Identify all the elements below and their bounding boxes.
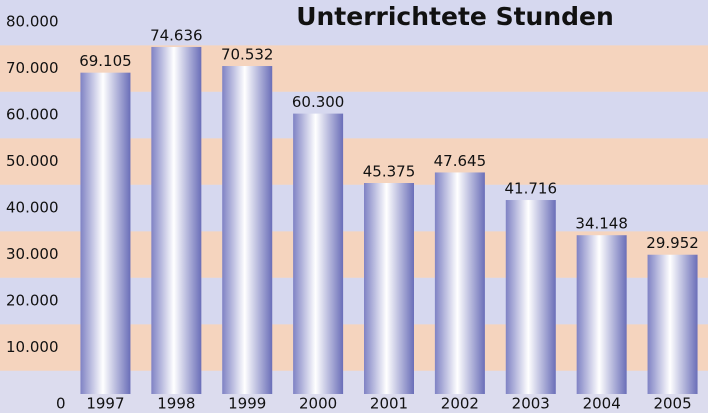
y-tick-label: 20.000 — [6, 292, 59, 310]
y-tick-label: 30.000 — [6, 245, 59, 263]
value-label: 69.105 — [79, 52, 132, 70]
x-tick-label: 1999 — [228, 395, 266, 413]
x-tick-label: 2003 — [512, 395, 550, 413]
bar — [151, 46, 202, 395]
bar — [293, 113, 344, 394]
bar — [647, 254, 698, 394]
y-tick-label: 40.000 — [6, 199, 59, 217]
y-tick-label: 10.000 — [6, 338, 59, 356]
bar — [576, 235, 627, 394]
value-label: 41.716 — [505, 180, 558, 198]
bar — [434, 172, 485, 394]
stripe — [0, 0, 708, 46]
value-label: 29.952 — [646, 234, 699, 252]
x-tick-label: 2002 — [441, 395, 479, 413]
value-label: 45.375 — [363, 163, 416, 181]
x-tick-label: 2001 — [370, 395, 408, 413]
x-tick-label: 2004 — [583, 395, 621, 413]
x-tick-label: 2000 — [299, 395, 337, 413]
value-label: 74.636 — [150, 26, 203, 44]
x-tick-label: 1998 — [157, 395, 195, 413]
y-tick-label: 60.000 — [6, 106, 59, 124]
y-tick-label: 70.000 — [6, 59, 59, 77]
bar — [505, 200, 556, 394]
bar — [364, 183, 414, 394]
chart-title: Unterrichtete Stunden — [296, 2, 614, 31]
x-tick-label: 1997 — [86, 395, 124, 413]
x-tick-label: 2005 — [653, 395, 691, 413]
bar — [80, 72, 131, 395]
bar — [222, 66, 273, 395]
y-tick-label: 0 — [56, 395, 66, 413]
value-label: 47.645 — [434, 152, 487, 170]
value-label: 70.532 — [221, 46, 274, 64]
value-label: 60.300 — [292, 93, 345, 111]
value-label: 34.148 — [575, 215, 628, 233]
y-tick-label: 50.000 — [6, 152, 59, 170]
y-tick-label: 80.000 — [6, 13, 59, 31]
